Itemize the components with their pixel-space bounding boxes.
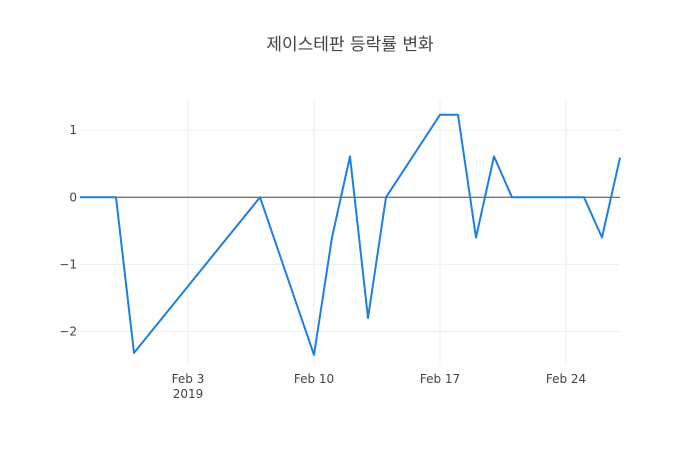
chart-title: 제이스테판 등락률 변화 [266, 35, 434, 55]
x-tick-label: Feb 10 [294, 372, 334, 386]
y-tick-label: −2 [59, 324, 77, 338]
x-tick-label: Feb 24 [546, 372, 586, 386]
series-layer [80, 113, 621, 356]
x-tick-year-label: 2019 [173, 387, 204, 401]
y-tick-label: 0 [69, 190, 77, 204]
y-tick-label: −1 [59, 257, 77, 271]
x-tick-label: Feb 17 [420, 372, 460, 386]
x-tick-label: Feb 3 [172, 372, 205, 386]
y-tick-label: 1 [69, 123, 77, 137]
series-line [80, 113, 621, 356]
grid-layer [80, 100, 620, 365]
